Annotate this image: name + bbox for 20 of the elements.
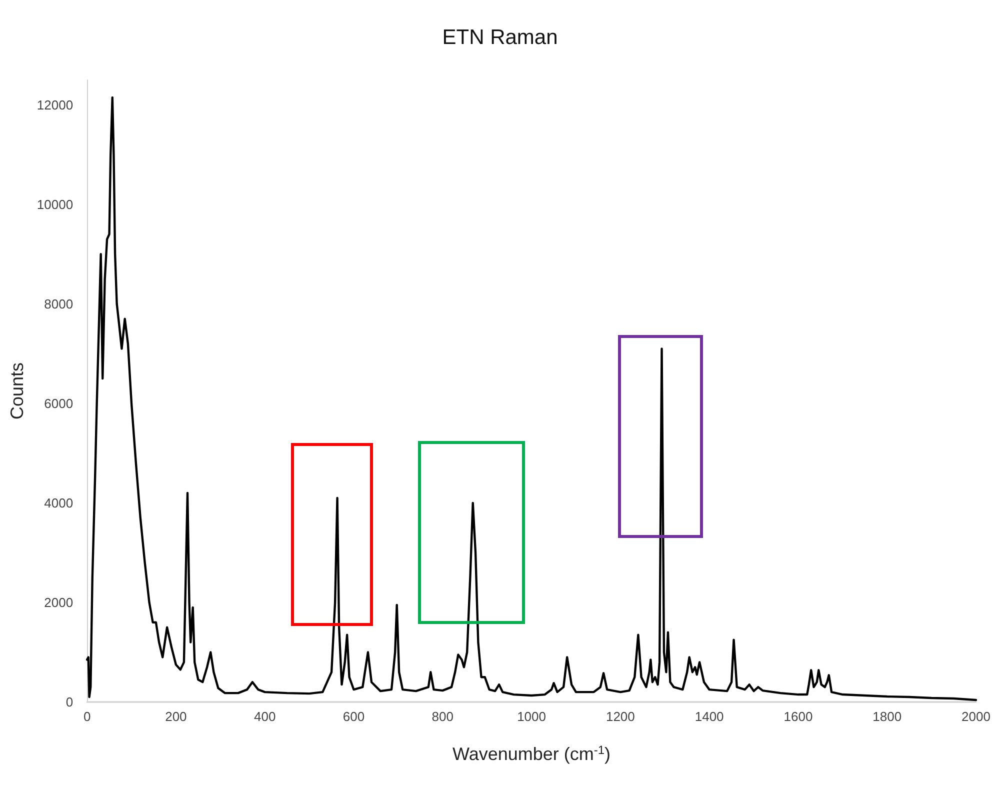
x-tick-label: 600 <box>342 709 365 724</box>
y-tick-label: 8000 <box>44 296 74 312</box>
y-axis-title: Counts <box>7 362 27 420</box>
x-tick-label: 1000 <box>517 709 546 724</box>
x-tick-label: 1600 <box>784 709 813 724</box>
x-tick-label: 1800 <box>872 709 902 724</box>
x-tick-label: 2000 <box>962 709 990 724</box>
x-tick-label: 1400 <box>694 709 724 724</box>
x-tick-label: 200 <box>165 709 187 724</box>
x-tick-label: 800 <box>432 709 454 724</box>
y-tick-label: 2000 <box>44 594 74 610</box>
x-tick-label: 1200 <box>606 709 635 724</box>
x-tick-label: 400 <box>254 709 276 724</box>
y-tick-label: 12000 <box>36 97 74 112</box>
chart-title: ETN Raman <box>442 26 558 49</box>
x-tick-label: 0 <box>83 709 91 724</box>
y-tick-label: 10000 <box>36 196 74 212</box>
y-tick-label: 4000 <box>44 495 74 510</box>
y-tick-label: 0 <box>66 694 74 710</box>
y-tick-label: 6000 <box>44 396 74 411</box>
